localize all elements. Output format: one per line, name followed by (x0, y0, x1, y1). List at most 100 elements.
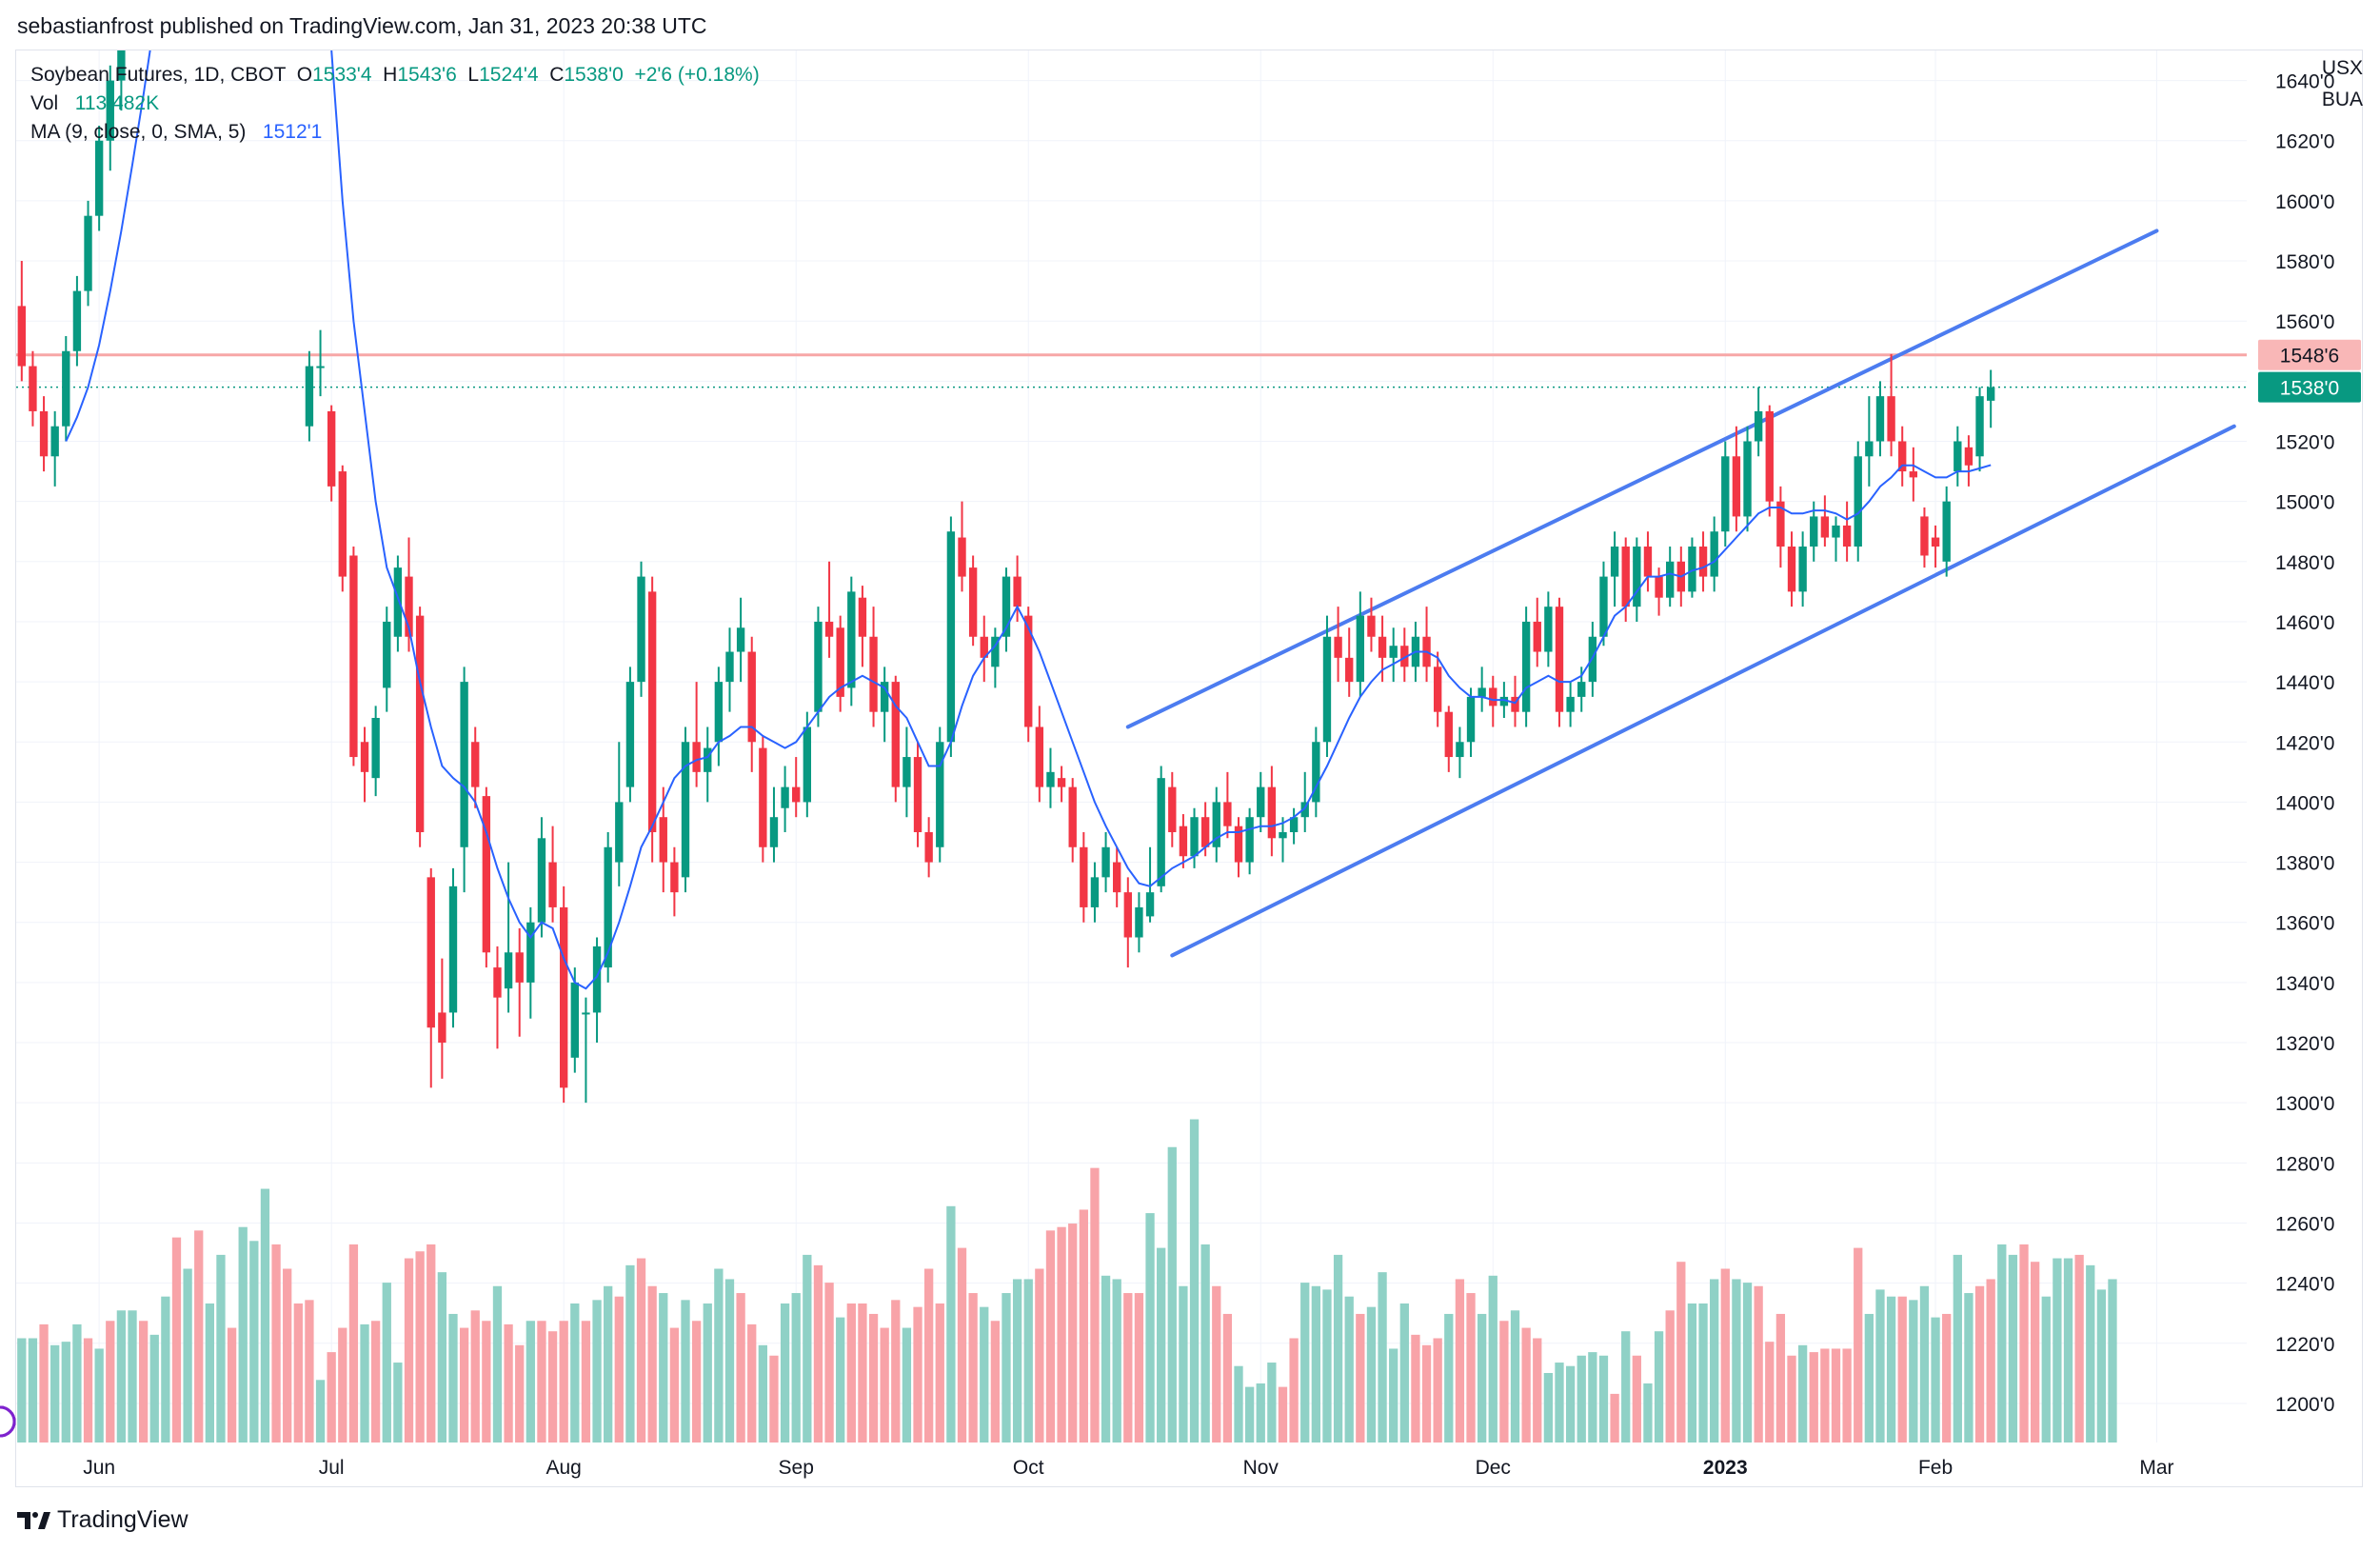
candle-body (1135, 906, 1143, 938)
price-tick-label: 1220'0 (2275, 1334, 2334, 1356)
candle-body (1499, 696, 1509, 706)
volume-bar (327, 1352, 336, 1443)
candle-body (1544, 607, 1553, 652)
volume-bar (1478, 1313, 1487, 1443)
channel-lower-line[interactable] (1170, 424, 2236, 958)
volume-bar (415, 1251, 425, 1443)
candle-body (582, 1012, 590, 1015)
volume-bar (1134, 1293, 1144, 1443)
candle-body (1909, 471, 1918, 478)
channel-upper-line[interactable] (1125, 229, 2159, 729)
volume-bar (1455, 1279, 1465, 1443)
candle-body (460, 682, 468, 847)
dividend-arrow-icon[interactable] (0, 1407, 16, 1438)
volume-bar (1322, 1289, 1332, 1443)
volume-bar (1012, 1279, 1022, 1443)
volume-bar (2063, 1258, 2073, 1443)
volume-bar (1045, 1230, 1056, 1443)
volume-bar (1444, 1313, 1454, 1443)
candle-body (880, 682, 889, 712)
volume-bar (171, 1237, 182, 1443)
legend-symbol[interactable]: Soybean Futures, 1D, CBOT (30, 64, 287, 86)
candle-body (1101, 846, 1110, 878)
volume-bar (1986, 1279, 1995, 1443)
candle-body (39, 410, 49, 457)
candle-body (968, 567, 978, 637)
candle-body (383, 621, 391, 688)
candle-body (1533, 621, 1541, 652)
candle-body (1334, 636, 1342, 658)
candle-body (1367, 615, 1376, 637)
volume-bar (404, 1258, 414, 1443)
candle-body (1787, 547, 1796, 592)
volume-bar (1897, 1296, 1907, 1443)
candle-body (1013, 576, 1021, 607)
legend-ma-label[interactable]: MA (9, close, 0, SMA, 5) (30, 121, 247, 143)
volume-bar (924, 1268, 934, 1443)
volume-bar (703, 1303, 712, 1443)
legend-low: 1524'4 (479, 64, 539, 86)
candle-body (548, 862, 557, 907)
candle-body (1865, 441, 1874, 457)
volume-bar (382, 1283, 391, 1443)
candle-body (1200, 817, 1210, 847)
volume-bar (1543, 1373, 1554, 1443)
volume-bar (1101, 1275, 1111, 1443)
time-tick-label: Feb (1918, 1457, 1953, 1479)
volume-bar (1256, 1383, 1265, 1443)
volume-bar (1378, 1272, 1387, 1443)
candle-body (1555, 607, 1564, 712)
volume-bar (1311, 1285, 1320, 1443)
price-tick-label: 1240'0 (2275, 1274, 2334, 1296)
candle-body (1190, 817, 1199, 857)
volume-bar (149, 1334, 159, 1443)
volume-bar (547, 1331, 558, 1443)
volume-bar (736, 1293, 745, 1443)
volume-bar (437, 1272, 447, 1443)
volume-bar (625, 1264, 635, 1443)
volume-bar (39, 1323, 49, 1443)
candle-body (1743, 441, 1752, 517)
volume-bar (1267, 1363, 1277, 1443)
volume-bar (891, 1300, 901, 1443)
legend-vol-value: 113.482K (74, 92, 160, 114)
volume-bar (636, 1258, 646, 1443)
candle-body (1666, 561, 1675, 598)
candle-body (438, 1012, 446, 1044)
candle-body (1832, 525, 1840, 538)
candle-body (1577, 682, 1586, 697)
price-tick-label: 1260'0 (2275, 1213, 2334, 1235)
volume-bar (1565, 1365, 1576, 1443)
volume-bar (803, 1254, 812, 1443)
volume-bar (1942, 1313, 1952, 1443)
chart-frame[interactable] (15, 50, 2363, 1487)
volume-bar (1775, 1313, 1786, 1443)
candle-body (1179, 826, 1188, 857)
legend-close: 1538'0 (564, 64, 624, 86)
volume-bar (836, 1317, 845, 1443)
volume-bar (1765, 1342, 1775, 1443)
volume-bar (1079, 1209, 1088, 1443)
candle-body (681, 742, 690, 878)
candle-body (415, 615, 425, 832)
volume-bar (1665, 1310, 1675, 1443)
candle-body (1810, 516, 1818, 547)
volume-bar (448, 1313, 458, 1443)
price-axis: 1640'0 1620'0 1600'0 1580'0 1560'0 1520'0 1500… (2275, 71, 2334, 1416)
volume-bar (283, 1268, 292, 1443)
volume-bar (1964, 1293, 1973, 1443)
candle-body (1057, 778, 1066, 787)
volume-bar (1909, 1300, 1918, 1443)
candle-body (946, 531, 956, 743)
volume-bar (482, 1321, 491, 1443)
volume-bar (858, 1303, 867, 1443)
volume-bar (537, 1321, 546, 1443)
time-tick-label: Nov (1243, 1457, 1279, 1479)
candle-body (1090, 877, 1100, 907)
ma-line (65, 50, 151, 442)
legend-ma-row: MA (9, close, 0, SMA, 5) 1512'1 (30, 118, 760, 147)
legend-vol-label[interactable]: Vol (30, 92, 59, 114)
volume-bar (1997, 1244, 2007, 1443)
candle-body (1267, 786, 1277, 839)
